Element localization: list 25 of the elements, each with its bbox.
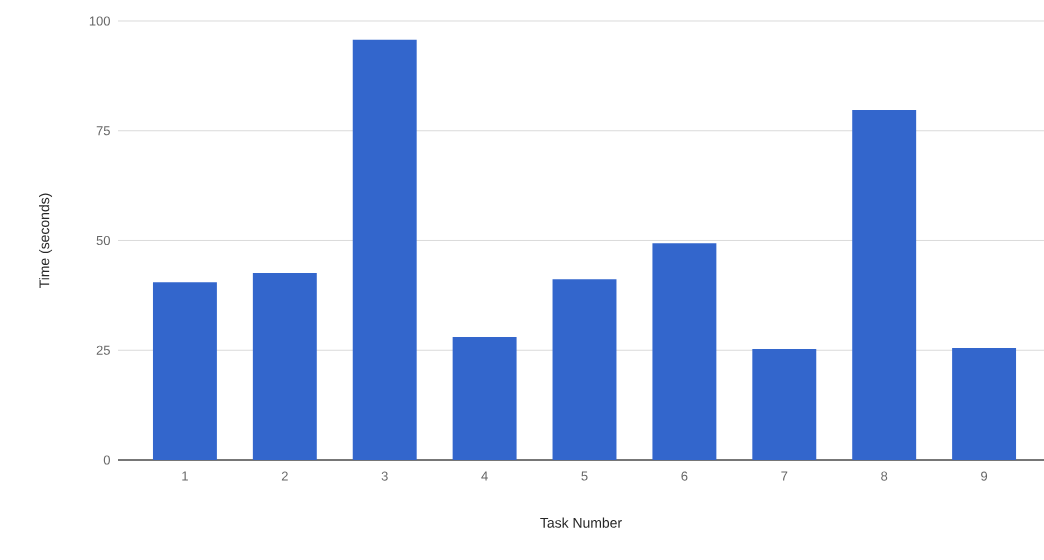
bar [552,279,617,460]
x-tick-label: 1 [182,471,188,481]
bar [952,348,1017,460]
y-axis-title: Time (seconds) [39,193,53,288]
bar [252,272,317,460]
bar [352,39,417,460]
y-tick-label: 75 [96,126,110,136]
y-tick-label: 50 [96,235,110,246]
y-tick-label: 100 [89,16,110,26]
bar [152,282,217,460]
bar [452,337,517,460]
x-tick-label: 6 [681,471,688,481]
x-axis-title: Task Number [540,517,622,528]
x-tick-label: 2 [281,471,288,481]
bar [752,348,817,460]
y-tick-label: 25 [96,345,110,355]
bar [652,243,717,460]
x-tick-label: 4 [481,471,488,481]
x-tick-label: 8 [881,471,888,481]
y-tick-label: 0 [103,455,110,465]
x-tick-label: 7 [781,471,788,481]
x-tick-label: 9 [981,471,988,481]
x-tick-label: 5 [581,471,588,481]
x-tick-label: 3 [381,471,388,481]
bar [852,110,917,460]
